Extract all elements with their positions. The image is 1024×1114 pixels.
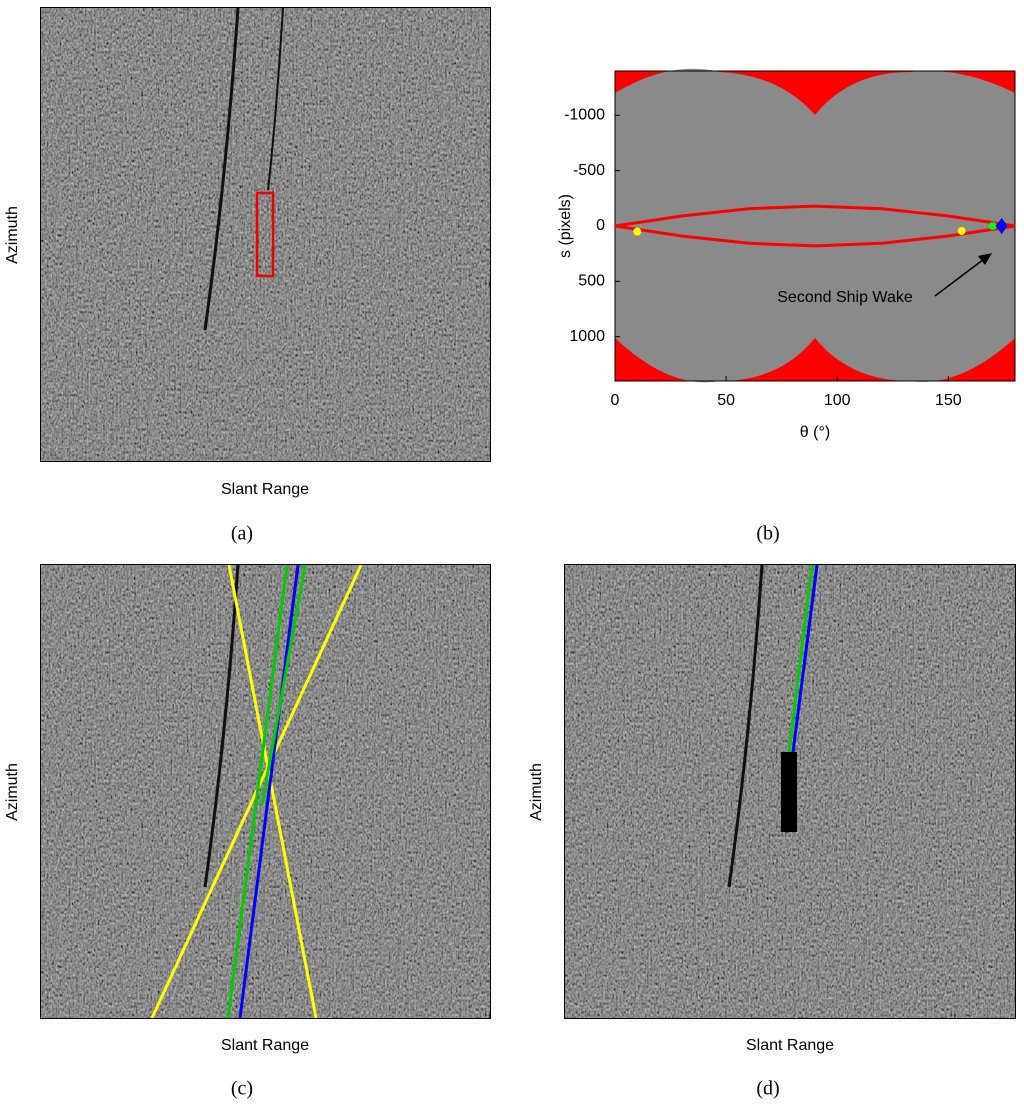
- x-label: Slant Range: [221, 1037, 309, 1054]
- y-label: Azimuth: [4, 206, 21, 264]
- caption: (a): [231, 523, 253, 545]
- line: [227, 564, 318, 1019]
- line: [238, 564, 300, 1019]
- frame: [564, 564, 1016, 1019]
- ship-mask: [781, 752, 797, 832]
- y-label: Azimuth: [528, 763, 545, 821]
- frame: [40, 564, 491, 1019]
- point: [995, 218, 1008, 234]
- caption: (b): [756, 523, 779, 545]
- arrow-head: [978, 253, 992, 265]
- y-label: s (pixels): [557, 194, 574, 258]
- x-tick-label: 0: [611, 392, 620, 409]
- point: [633, 227, 642, 236]
- panel-b: θ (°) s (pixels) Second Ship Wake (b) 0 5…: [557, 68, 1016, 545]
- x-tick-label: 50: [717, 392, 735, 409]
- y-tick-label: 0: [596, 217, 605, 234]
- wake: [727, 564, 764, 888]
- point: [988, 222, 997, 230]
- line: [226, 564, 289, 1019]
- line: [260, 564, 307, 806]
- y-tick-label: -500: [573, 162, 605, 179]
- wake: [203, 7, 240, 331]
- wake: [267, 7, 284, 191]
- caption: (d): [756, 1078, 779, 1100]
- radon-image: [615, 68, 1015, 383]
- line: [787, 564, 814, 753]
- panel-d: Slant Range Azimuth (d): [528, 564, 1016, 1100]
- caption: (c): [231, 1078, 253, 1100]
- line: [791, 564, 819, 753]
- y-tick-label: 500: [578, 273, 605, 290]
- annotation: Second Ship Wake: [777, 289, 913, 306]
- x-tick-label: 150: [935, 392, 962, 409]
- ship-box: [255, 191, 275, 278]
- x-tick-label: 100: [824, 392, 851, 409]
- y-tick-label: 1000: [569, 328, 605, 345]
- arrow-line: [934, 255, 989, 297]
- sar-texture: [41, 8, 490, 461]
- curve: [614, 224, 1016, 248]
- wake: [203, 564, 240, 888]
- x-label: Slant Range: [221, 481, 309, 498]
- x-label: θ (°): [800, 424, 830, 441]
- point: [957, 226, 966, 235]
- x-label: Slant Range: [746, 1037, 834, 1054]
- panel-c: Slant Range Azimuth (c): [4, 564, 491, 1100]
- y-label: Azimuth: [4, 763, 21, 821]
- panel-a: Slant Range Azimuth (a): [4, 7, 491, 545]
- y-tick-label: -1000: [564, 107, 605, 124]
- curve: [614, 204, 1016, 228]
- frame: [40, 7, 491, 462]
